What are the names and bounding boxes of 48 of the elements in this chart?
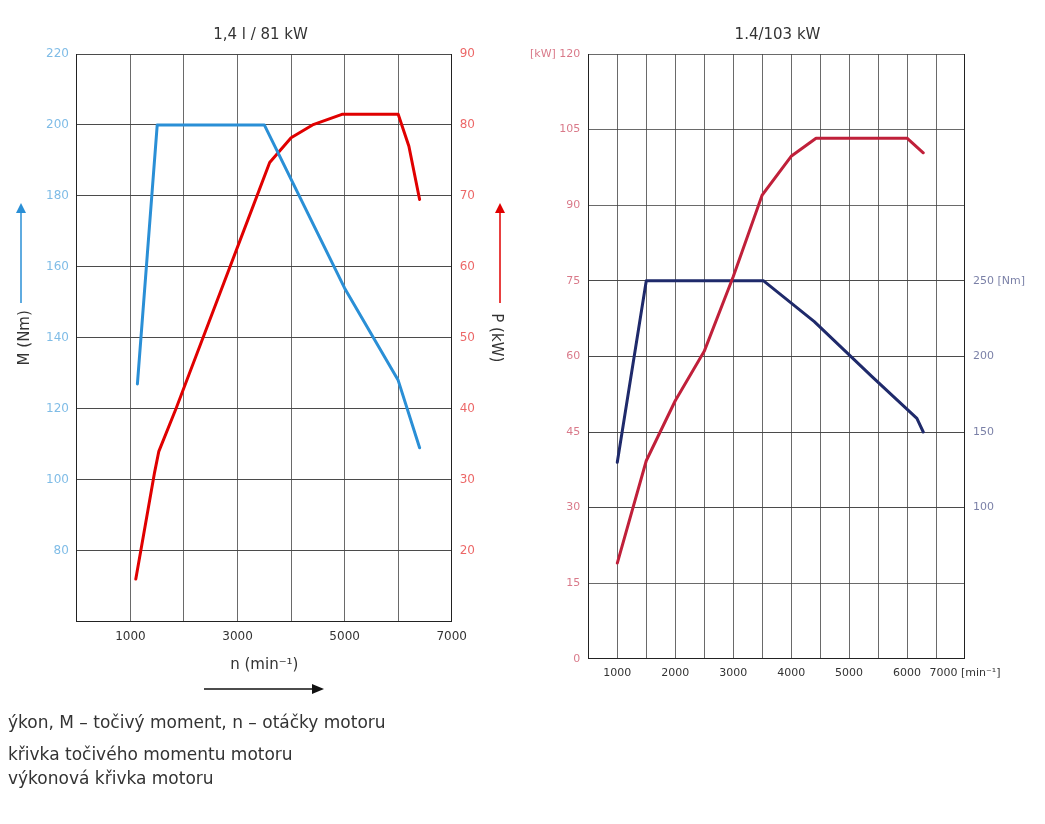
x-tick-label: 2000: [661, 666, 690, 680]
x-axis-title: n (min⁻¹): [230, 654, 299, 673]
y-tick-label: 30: [566, 500, 581, 514]
x-tick-label: 3000: [222, 628, 253, 643]
y-tick-label: 160: [46, 258, 69, 273]
chart-title: 1,4 l / 81 kW: [213, 24, 309, 43]
text: křivka točivého momentu motoru: [8, 744, 294, 764]
y-tick-label: 100: [46, 471, 69, 486]
y-tick-label: 180: [46, 188, 69, 203]
y-tick-label: 220: [46, 46, 69, 61]
x-tick-label: 7000: [436, 628, 467, 643]
y2-tick-label: 200: [972, 349, 994, 363]
text: ýkon, M – točivý moment, n – otáčky motoru: [8, 712, 387, 732]
y-tick-label: 75: [566, 273, 581, 287]
text: výkonová křivka motoru: [8, 768, 215, 788]
y2-axis-title: P (kW): [488, 313, 507, 363]
y-tick-label: 90: [566, 198, 581, 212]
y-tick-label: 60: [566, 349, 581, 363]
x-tick-label: 1000: [115, 628, 146, 643]
x-tick-label: 5000: [329, 628, 360, 643]
y2-tick-label: 100: [972, 500, 994, 514]
y2-tick-label: 50: [459, 329, 476, 344]
y-tick-label: 105: [559, 122, 581, 136]
x-tick-label: 1000: [603, 666, 632, 680]
y2-tick-label: 90: [459, 46, 476, 61]
x-tick-label: 6000: [893, 666, 922, 680]
x-tick-label: 5000: [835, 666, 864, 680]
y-tick-label: [kW] 120: [529, 46, 581, 60]
chart-title: 1.4/103 kW: [734, 24, 821, 43]
y-tick-label: 140: [46, 329, 69, 344]
y2-tick-label: 60: [459, 258, 476, 273]
y2-tick-label: 150: [972, 424, 994, 438]
x-tick-label: 4000: [777, 666, 806, 680]
y-tick-label: 0: [573, 651, 581, 665]
y2-tick-label: 250 [Nm]: [972, 273, 1026, 287]
y-tick-label: 120: [46, 400, 69, 415]
y2-tick-label: 40: [459, 400, 476, 415]
x-tick-label: 3000: [719, 666, 748, 680]
y2-tick-label: 20: [459, 542, 476, 557]
y-tick-label: 200: [46, 117, 69, 132]
y-axis-title: M (Nm): [14, 310, 33, 366]
y-tick-label: 45: [566, 424, 581, 438]
y2-tick-label: 70: [459, 188, 476, 203]
y2-tick-label: 30: [459, 471, 476, 486]
y-tick-label: 15: [566, 576, 581, 590]
y2-tick-label: 80: [459, 117, 476, 132]
y-tick-label: 80: [53, 542, 69, 557]
x-tick-label: 7000 [min⁻¹]: [929, 666, 1001, 680]
